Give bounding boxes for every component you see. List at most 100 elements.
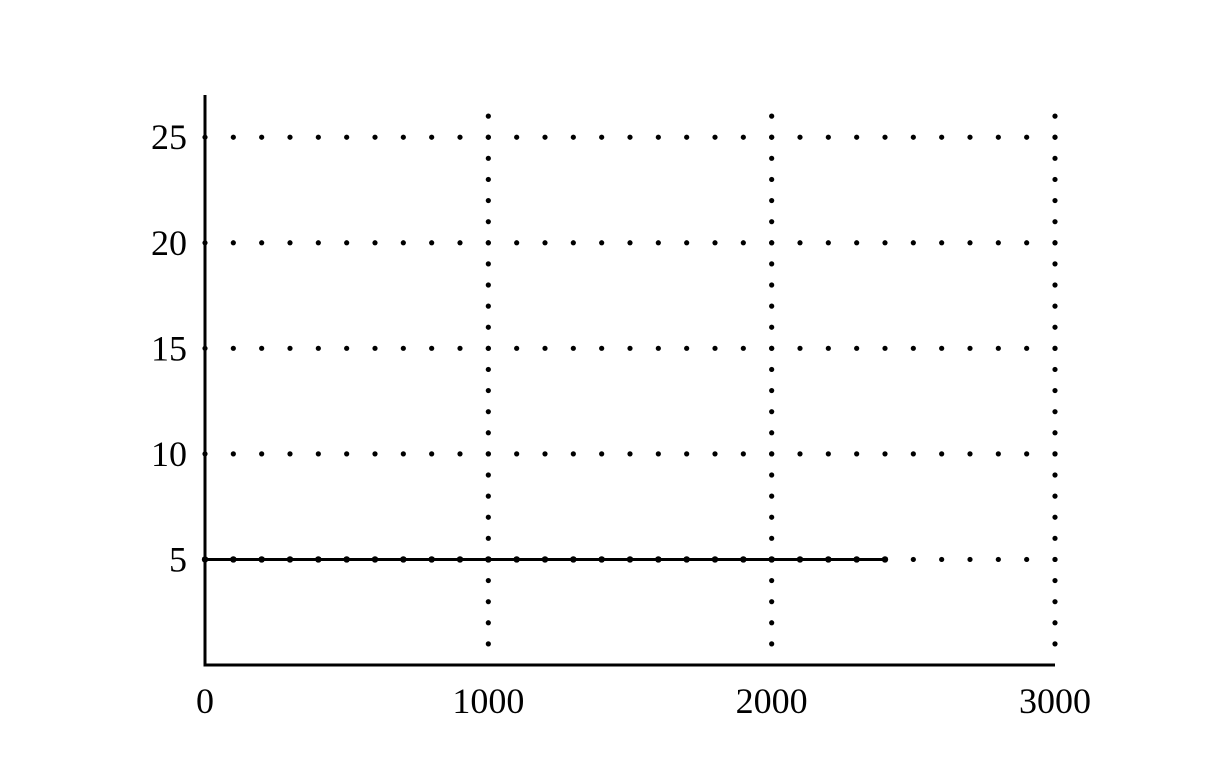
grid-dot — [996, 346, 1001, 351]
grid-dot — [514, 346, 519, 351]
grid-dot — [1052, 156, 1057, 161]
grid-dot — [1024, 451, 1029, 456]
grid-dot — [486, 219, 491, 224]
grid-dot — [882, 135, 887, 140]
grid-dot — [1024, 240, 1029, 245]
grid-dot — [627, 451, 632, 456]
grid-dot — [769, 409, 774, 414]
grid-dot — [769, 515, 774, 520]
grid-dot — [656, 451, 661, 456]
grid-dot — [486, 135, 491, 140]
grid-dot — [854, 135, 859, 140]
grid-dot — [1052, 219, 1057, 224]
grid-dot — [571, 346, 576, 351]
grid-dot — [287, 240, 292, 245]
grid-dot — [684, 346, 689, 351]
grid-dot — [316, 240, 321, 245]
grid-dot — [372, 346, 377, 351]
series-marker — [258, 556, 264, 562]
grid-dot — [1052, 114, 1057, 119]
series-marker — [542, 556, 548, 562]
series-marker — [598, 556, 604, 562]
grid-dot — [231, 346, 236, 351]
grid-dot — [401, 346, 406, 351]
grid-dot — [1052, 620, 1057, 625]
grid-dot — [1052, 536, 1057, 541]
grid-dot — [797, 346, 802, 351]
grid-dot — [1052, 557, 1057, 562]
grid-dot — [911, 451, 916, 456]
grid-dot — [627, 135, 632, 140]
grid-dot — [712, 451, 717, 456]
grid-dot — [259, 135, 264, 140]
grid-dot — [854, 346, 859, 351]
grid-dot — [1052, 641, 1057, 646]
grid-dot — [769, 430, 774, 435]
grid-dot — [486, 282, 491, 287]
grid-dot — [996, 557, 1001, 562]
grid-dot — [741, 346, 746, 351]
grid-dot — [769, 219, 774, 224]
grid-dot — [769, 367, 774, 372]
grid-dot — [486, 114, 491, 119]
grid-dot — [826, 346, 831, 351]
grid-dot — [712, 240, 717, 245]
grid-dot — [797, 135, 802, 140]
grid-dot — [457, 451, 462, 456]
grid-dot — [967, 240, 972, 245]
grid-dot — [797, 451, 802, 456]
series-marker — [882, 556, 888, 562]
grid-dot — [259, 240, 264, 245]
grid-dot — [712, 346, 717, 351]
grid-dot — [996, 451, 1001, 456]
series-marker — [740, 556, 746, 562]
grid-dot — [911, 557, 916, 562]
grid-dot — [287, 346, 292, 351]
grid-dot — [656, 135, 661, 140]
grid-dot — [1052, 599, 1057, 604]
grid-dot — [769, 156, 774, 161]
grid-dot — [486, 156, 491, 161]
grid-dot — [287, 135, 292, 140]
grid-dot — [882, 346, 887, 351]
series-marker — [797, 556, 803, 562]
grid-dot — [486, 367, 491, 372]
series-marker — [428, 556, 434, 562]
grid-dot — [826, 135, 831, 140]
grid-dot — [599, 135, 604, 140]
grid-dot — [1024, 557, 1029, 562]
grid-dot — [344, 240, 349, 245]
grid-dot — [316, 346, 321, 351]
grid-dot — [996, 135, 1001, 140]
grid-dot — [259, 451, 264, 456]
grid-dot — [599, 451, 604, 456]
grid-dot — [769, 282, 774, 287]
series-marker — [712, 556, 718, 562]
grid-dot — [712, 135, 717, 140]
grid-dot — [769, 198, 774, 203]
grid-dot — [769, 388, 774, 393]
series-marker — [570, 556, 576, 562]
grid-dot — [1052, 346, 1057, 351]
grid-dot — [486, 578, 491, 583]
grid-dot — [769, 304, 774, 309]
grid-dot — [769, 451, 774, 456]
grid-dot — [486, 388, 491, 393]
grid-dot — [486, 261, 491, 266]
series-marker — [400, 556, 406, 562]
grid-dot — [1052, 177, 1057, 182]
grid-dot — [1024, 346, 1029, 351]
y-tick-label: 10 — [151, 434, 187, 474]
grid-dot — [1052, 135, 1057, 140]
grid-dot — [486, 177, 491, 182]
grid-dot — [571, 240, 576, 245]
series-marker — [513, 556, 519, 562]
grid-dot — [1052, 430, 1057, 435]
grid-dot — [486, 304, 491, 309]
grid-dot — [769, 536, 774, 541]
series-marker — [825, 556, 831, 562]
grid-dot — [514, 135, 519, 140]
grid-dot — [741, 135, 746, 140]
grid-dot — [882, 240, 887, 245]
grid-dot — [1052, 451, 1057, 456]
